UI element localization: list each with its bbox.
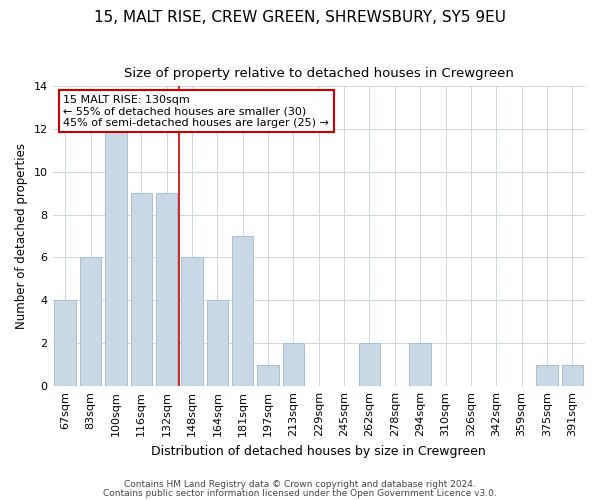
Bar xyxy=(80,258,101,386)
Text: 15 MALT RISE: 130sqm
← 55% of detached houses are smaller (30)
45% of semi-detac: 15 MALT RISE: 130sqm ← 55% of detached h… xyxy=(63,95,329,128)
Text: Contains public sector information licensed under the Open Government Licence v3: Contains public sector information licen… xyxy=(103,489,497,498)
X-axis label: Distribution of detached houses by size in Crewgreen: Distribution of detached houses by size … xyxy=(151,444,486,458)
Bar xyxy=(536,364,558,386)
Bar xyxy=(232,236,253,386)
Bar xyxy=(283,344,304,386)
Bar xyxy=(181,258,203,386)
Bar xyxy=(105,128,127,386)
Y-axis label: Number of detached properties: Number of detached properties xyxy=(15,143,28,329)
Bar xyxy=(206,300,228,386)
Bar xyxy=(156,193,178,386)
Bar xyxy=(55,300,76,386)
Text: Contains HM Land Registry data © Crown copyright and database right 2024.: Contains HM Land Registry data © Crown c… xyxy=(124,480,476,489)
Bar xyxy=(131,193,152,386)
Text: 15, MALT RISE, CREW GREEN, SHREWSBURY, SY5 9EU: 15, MALT RISE, CREW GREEN, SHREWSBURY, S… xyxy=(94,10,506,25)
Title: Size of property relative to detached houses in Crewgreen: Size of property relative to detached ho… xyxy=(124,68,514,80)
Bar xyxy=(359,344,380,386)
Bar xyxy=(562,364,583,386)
Bar xyxy=(409,344,431,386)
Bar xyxy=(257,364,279,386)
